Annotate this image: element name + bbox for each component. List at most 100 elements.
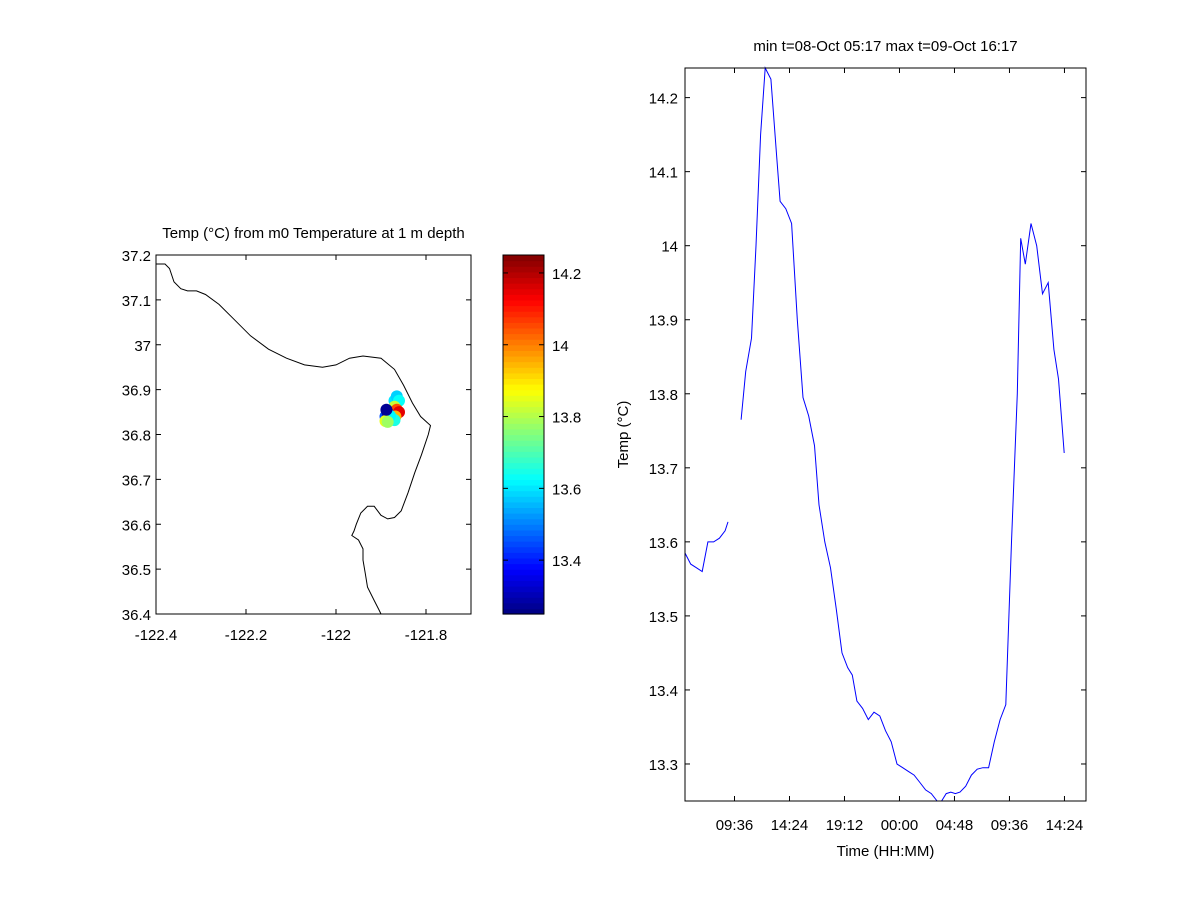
map-y-tick-label: 36.7: [122, 472, 151, 489]
temperature-line-segment: [740, 66, 1065, 802]
colorbar-ticks: 13.4 13.6 13.8 14 14.2: [503, 266, 581, 570]
colorbar-band: [503, 569, 544, 576]
colorbar-band: [503, 602, 544, 609]
colorbar-band: [503, 339, 544, 346]
timeseries-y-ticks: 13.3 13.4 13.5 13.6 13.7 13.8 13.9 14 14.1 14.2: [649, 91, 1086, 774]
colorbar-band: [503, 428, 544, 436]
colorbar-band: [503, 288, 544, 295]
map-x-ticks: -122.4 -122.2 -122 -121.8: [135, 255, 448, 644]
timeseries-x-label: Time (HH:MM): [837, 843, 935, 860]
timeseries-y-tick-label: 13.7: [649, 461, 678, 478]
colorbar-band: [503, 423, 544, 430]
timeseries-x-tick-label: 19:12: [826, 817, 864, 834]
colorbar-band: [503, 277, 544, 284]
timeseries-y-tick-label: 13.5: [649, 609, 678, 626]
colorbar-band: [503, 524, 544, 531]
colorbar-band: [503, 389, 544, 396]
colorbar-band: [503, 552, 544, 559]
map-panel: Temp (°C) from m0 Temperature at 1 m dep…: [122, 225, 472, 644]
timeseries-y-tick-label: 14: [661, 239, 678, 256]
map-y-tick-label: 37.2: [122, 248, 151, 265]
colorbar-band: [503, 361, 544, 368]
timeseries-y-label: Temp (°C): [615, 401, 632, 469]
colorbar-gradient: [503, 255, 544, 615]
timeseries-y-tick-label: 13.6: [649, 535, 678, 552]
map-y-tick-label: 36.8: [122, 428, 151, 445]
colorbar-band: [503, 440, 544, 447]
map-y-tick-label: 36.4: [122, 607, 151, 624]
map-title: Temp (°C) from m0 Temperature at 1 m dep…: [162, 225, 465, 242]
colorbar-band: [503, 316, 544, 323]
colorbar-band: [503, 294, 544, 301]
colorbar-band: [503, 271, 544, 279]
colorbar-band: [503, 479, 544, 486]
timeseries-x-tick-label: 14:24: [771, 817, 809, 834]
colorbar-band: [503, 266, 544, 273]
colorbar-band: [503, 585, 544, 593]
colorbar-band: [503, 608, 544, 615]
colorbar-tick-label: 14: [552, 338, 569, 355]
colorbar-band: [503, 501, 544, 509]
colorbar-band: [503, 406, 544, 413]
timeseries-x-tick-label: 00:00: [881, 817, 919, 834]
colorbar-band: [503, 367, 544, 374]
timeseries-x-ticks: 09:36 14:24 19:12 00:00 04:48 09:36 14:24: [716, 68, 1084, 834]
colorbar-band: [503, 260, 544, 267]
map-x-tick-label: -122: [321, 627, 351, 644]
colorbar-band: [503, 535, 544, 542]
colorbar-band: [503, 591, 544, 598]
colorbar-band: [503, 445, 544, 452]
colorbar-band: [503, 283, 544, 290]
colorbar-band: [503, 563, 544, 570]
colorbar-band: [503, 395, 544, 402]
colorbar-band: [503, 355, 544, 363]
colorbar-band: [503, 484, 544, 492]
temperature-line-segment: [684, 521, 729, 573]
colorbar-band: [503, 378, 544, 385]
colorbar-band: [503, 490, 544, 497]
colorbar-band: [503, 546, 544, 553]
colorbar-band: [503, 513, 544, 520]
timeseries-x-tick-label: 14:24: [1046, 817, 1084, 834]
colorbar-band: [503, 597, 544, 604]
colorbar: 13.4 13.6 13.8 14 14.2: [502, 254, 581, 615]
timeseries-x-tick-label: 04:48: [936, 817, 974, 834]
colorbar-band: [503, 507, 544, 514]
colorbar-band: [503, 350, 544, 357]
map-x-tick-label: -122.4: [135, 627, 178, 644]
map-y-tick-label: 37.1: [122, 293, 151, 310]
map-y-tick-label: 36.9: [122, 383, 151, 400]
colorbar-band: [503, 417, 544, 424]
map-y-tick-label: 36.5: [122, 562, 151, 579]
timeseries-y-tick-label: 13.3: [649, 757, 678, 774]
map-y-tick-label: 36.6: [122, 517, 151, 534]
colorbar-band: [503, 412, 544, 419]
colorbar-band: [503, 451, 544, 458]
map-x-tick-label: -121.8: [405, 627, 448, 644]
colorbar-band: [503, 434, 544, 441]
colorbar-band: [503, 305, 544, 312]
colorbar-band: [503, 529, 544, 537]
colorbar-band: [503, 518, 544, 525]
timeseries-x-tick-label: 09:36: [991, 817, 1029, 834]
colorbar-band: [503, 372, 544, 380]
temperature-point: [380, 403, 393, 416]
colorbar-frame: [502, 254, 545, 615]
coastline: [156, 263, 432, 615]
temperature-series: [684, 66, 1065, 802]
colorbar-band: [503, 327, 544, 335]
timeseries-x-tick-label: 09:36: [716, 817, 754, 834]
colorbar-band: [503, 541, 544, 548]
map-x-tick-label: -122.2: [225, 627, 268, 644]
colorbar-band: [503, 322, 544, 329]
timeseries-y-tick-label: 14.1: [649, 165, 678, 182]
colorbar-band: [503, 473, 544, 480]
colorbar-band: [503, 574, 544, 581]
temperature-points: [379, 390, 405, 428]
temperature-point: [381, 415, 394, 428]
colorbar-band: [503, 299, 544, 307]
colorbar-band: [503, 580, 544, 587]
timeseries-title: min t=08-Oct 05:17 max t=09-Oct 16:17: [753, 38, 1017, 55]
timeseries-axes-frame: [684, 67, 1087, 802]
